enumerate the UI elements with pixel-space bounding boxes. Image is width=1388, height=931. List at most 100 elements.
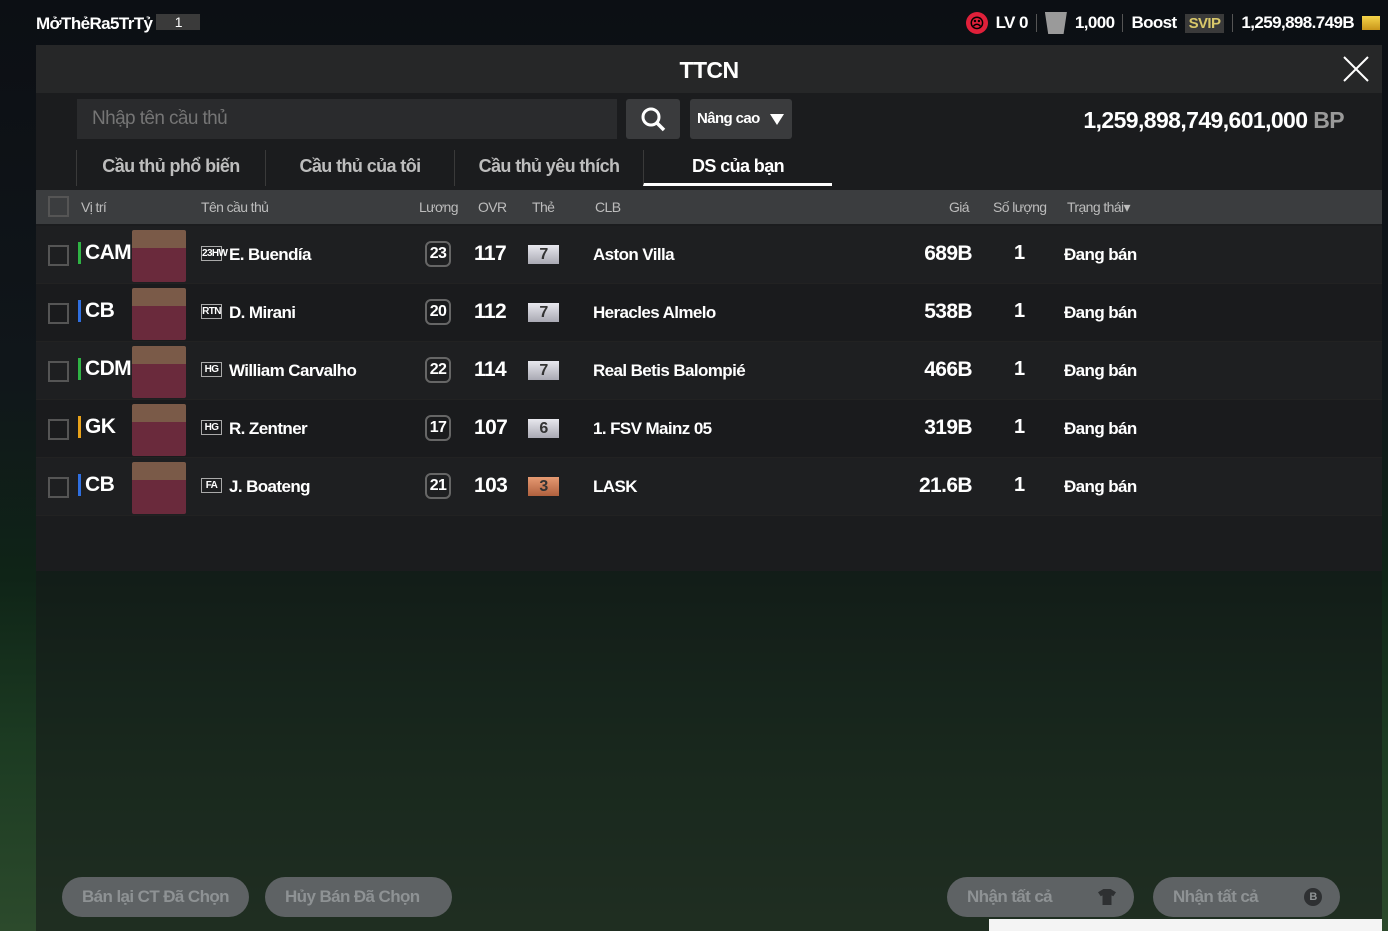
player-name[interactable]: J. Boateng	[229, 477, 311, 496]
sort-down-icon: ▾	[1123, 199, 1131, 215]
ovr: 112	[474, 300, 507, 323]
claim-label: Nhận tất cả	[967, 887, 1053, 906]
position: CDM	[78, 358, 132, 380]
player-search-input[interactable]	[77, 99, 617, 139]
shield-icon	[1044, 12, 1067, 34]
price: 319B	[924, 416, 972, 439]
salary-badge: 20	[425, 299, 451, 325]
table-row[interactable]: GK HG R. Zentner 17 107 6 1. FSV Mainz 0…	[36, 400, 1382, 458]
transfer-modal: TTCN Nâng cao 1,259,898,749,601,000 BP C…	[36, 45, 1382, 931]
player-list: CAM 23HW E. Buendía 23 117 7 Aston Villa…	[36, 226, 1382, 516]
table-header: Vị trí Tên cầu thủ Lương OVR Thẻ CLB Giá…	[36, 190, 1382, 224]
col-card[interactable]: Thẻ	[532, 199, 555, 215]
modal-title: TTCN	[679, 57, 740, 83]
col-quantity[interactable]: Số lượng	[993, 199, 1047, 215]
divider	[1122, 14, 1124, 32]
search-button[interactable]	[626, 99, 680, 139]
price: 689B	[924, 242, 972, 265]
season-badge: HG	[201, 420, 222, 435]
coin-icon	[1362, 16, 1380, 30]
row-checkbox[interactable]	[48, 419, 69, 440]
status: Đang bán	[1064, 361, 1137, 380]
row-checkbox[interactable]	[48, 245, 69, 266]
tab-bar: Cầu thủ phổ biến Cầu thủ của tôi Cầu thủ…	[76, 150, 832, 186]
salary-badge: 22	[425, 357, 451, 383]
position: CAM	[78, 242, 132, 264]
level: LV 0	[995, 13, 1029, 32]
player-name[interactable]: D. Mirani	[229, 303, 296, 322]
ovr: 103	[474, 474, 508, 497]
top-bar: MởThẻRa5TrTỷ 1 ☹ LV 0 1,000 Boost SVIP 1,…	[0, 0, 1388, 45]
season-badge: HG	[201, 362, 222, 377]
col-name[interactable]: Tên cầu thủ	[201, 199, 269, 215]
event-label[interactable]: MởThẻRa5TrTỷ 1	[36, 14, 201, 34]
status: Đang bán	[1064, 477, 1137, 496]
row-checkbox[interactable]	[48, 477, 69, 498]
player-photo	[132, 230, 186, 282]
resell-selected-button[interactable]: Bán lại CT Đã Chọn	[62, 877, 249, 917]
claim-label: Nhận tất cả	[1173, 887, 1259, 906]
claim-all-players-button[interactable]: Nhận tất cả	[947, 877, 1134, 917]
upgrade-level: 6	[528, 419, 559, 438]
player-name[interactable]: R. Zentner	[229, 419, 308, 438]
row-checkbox[interactable]	[48, 303, 69, 324]
claim-all-bp-button[interactable]: Nhận tất cả B	[1153, 877, 1340, 917]
col-salary[interactable]: Lương	[419, 199, 459, 215]
col-club[interactable]: CLB	[595, 199, 621, 215]
table-row[interactable]: CDM HG William Carvalho 22 114 7 Real Be…	[36, 342, 1382, 400]
balance: 1,259,898.749B	[1241, 13, 1354, 32]
status: Đang bán	[1064, 419, 1137, 438]
tab-my-players[interactable]: Cầu thủ của tôi	[265, 150, 454, 186]
boost-label: Boost	[1131, 13, 1177, 32]
col-ovr[interactable]: OVR	[478, 199, 507, 215]
upgrade-level: 7	[528, 361, 559, 380]
sad-face-icon: ☹	[965, 12, 988, 34]
divider	[1035, 14, 1037, 32]
notification-strip	[989, 919, 1382, 931]
search-icon	[641, 107, 666, 132]
club: Heracles Almelo	[593, 303, 716, 322]
player-photo	[132, 346, 186, 398]
bp-coin-icon: B	[1304, 888, 1322, 906]
table-row[interactable]: CAM 23HW E. Buendía 23 117 7 Aston Villa…	[36, 226, 1382, 284]
shirt-icon	[1098, 889, 1116, 905]
tab-favorites[interactable]: Cầu thủ yêu thích	[454, 150, 643, 186]
bp-balance: 1,259,898,749,601,000 BP	[1083, 107, 1344, 134]
quantity: 1	[1014, 358, 1025, 380]
cancel-sale-selected-button[interactable]: Hủy Bán Đã Chọn	[265, 877, 452, 917]
col-position[interactable]: Vị trí	[81, 199, 107, 215]
club: LASK	[593, 477, 637, 496]
player-photo	[132, 404, 186, 456]
col-price[interactable]: Giá	[949, 199, 970, 215]
col-status[interactable]: Trạng thái▾	[1067, 199, 1131, 216]
ovr: 114	[474, 358, 507, 381]
season-badge: RTN	[201, 304, 222, 319]
player-photo	[132, 288, 186, 340]
salary-badge: 23	[425, 241, 451, 267]
status: Đang bán	[1064, 303, 1137, 322]
close-icon[interactable]	[1342, 55, 1370, 83]
season-badge: FA	[201, 478, 222, 493]
advanced-label: Nâng cao	[697, 110, 760, 127]
player-name[interactable]: William Carvalho	[229, 361, 357, 380]
row-checkbox[interactable]	[48, 361, 69, 382]
bp-unit: BP	[1313, 107, 1344, 133]
season-badge: 23HW	[201, 246, 228, 261]
event-name: MởThẻRa5TrTỷ	[36, 14, 153, 33]
quantity: 1	[1014, 474, 1025, 496]
salary-badge: 17	[425, 415, 451, 441]
tab-popular[interactable]: Cầu thủ phổ biến	[76, 150, 265, 186]
tab-your-list[interactable]: DS của bạn	[643, 150, 832, 186]
advanced-filter-dropdown[interactable]: Nâng cao	[690, 99, 792, 139]
quantity: 1	[1014, 242, 1025, 264]
player-name[interactable]: E. Buendía	[229, 245, 311, 264]
ovr: 117	[474, 242, 507, 265]
price: 466B	[924, 358, 972, 381]
table-row[interactable]: CB FA J. Boateng 21 103 3 LASK 21.6B 1 Đ…	[36, 458, 1382, 516]
table-row[interactable]: CB RTN D. Mirani 20 112 7 Heracles Almel…	[36, 284, 1382, 342]
player-photo	[132, 462, 186, 514]
quantity: 1	[1014, 300, 1025, 322]
event-count: 1	[156, 14, 201, 30]
divider	[1232, 14, 1234, 32]
select-all-checkbox[interactable]	[48, 196, 69, 217]
